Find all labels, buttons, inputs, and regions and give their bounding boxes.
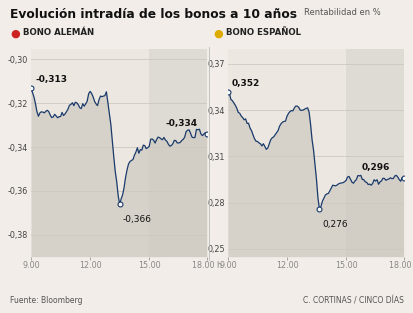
Text: 0,296: 0,296 xyxy=(361,163,389,172)
Text: Fuente: Bloomberg: Fuente: Bloomberg xyxy=(10,296,83,305)
Text: C. CORTINAS / CINCO DÍAS: C. CORTINAS / CINCO DÍAS xyxy=(302,296,403,305)
Text: ●: ● xyxy=(213,28,223,38)
Text: 0,352: 0,352 xyxy=(232,79,260,88)
Text: BONO ALEMÁN: BONO ALEMÁN xyxy=(23,28,94,37)
Text: BONO ESPAÑOL: BONO ESPAÑOL xyxy=(225,28,300,37)
Bar xyxy=(345,49,403,257)
Text: -0,366: -0,366 xyxy=(122,215,151,224)
Text: ●: ● xyxy=(10,28,20,38)
Text: Evolución intradía de los bonos a 10 años: Evolución intradía de los bonos a 10 año… xyxy=(10,8,297,21)
Text: 0,276: 0,276 xyxy=(321,220,347,229)
Bar xyxy=(149,49,206,257)
Text: -0,313: -0,313 xyxy=(35,75,67,85)
Text: -0,334: -0,334 xyxy=(165,119,197,128)
Text: Rentabilidad en %: Rentabilidad en % xyxy=(304,8,380,17)
